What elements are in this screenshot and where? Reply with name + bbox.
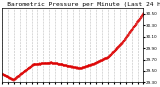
Title: Milwaukee  Barometric Pressure per Minute (Last 24 Hours): Milwaukee Barometric Pressure per Minute… <box>0 2 160 7</box>
